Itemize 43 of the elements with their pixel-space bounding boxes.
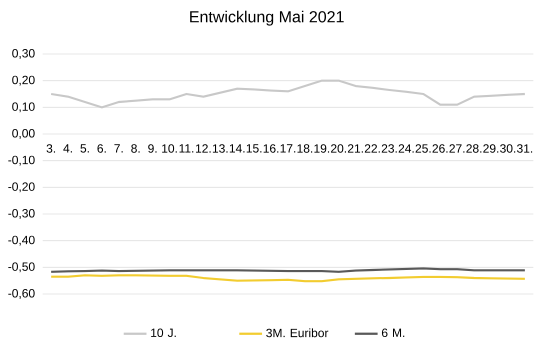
x-tick-label: 20. [331,144,346,153]
x-tick-label: 6. [97,144,106,153]
x-tick-label: 10. [162,144,177,153]
x-tick-label: 14. [230,144,244,152]
y-tick-label: 0,30 [12,49,35,59]
x-tick-label: 19. [314,144,330,153]
x-tick-label: 11. [180,144,194,152]
x-tick-label: 5. [80,144,89,153]
y-tick-label: -0,10 [8,156,35,166]
y-tick-label: 0,00 [12,129,35,139]
x-tick-label: 26. [432,144,448,153]
x-tick-label: 13. [212,144,228,153]
legend-label: 6 M. [382,328,404,338]
x-tick-label: 31. [516,144,532,153]
y-tick-label: 0,10 [12,102,35,112]
x-tick-label: 16. [264,144,278,153]
y-tick-label: -0,40 [8,236,35,246]
chart-title: Entwicklung Mai 2021 [190,10,344,26]
x-tick-label: 12. [196,144,211,153]
x-tick-label: 15. [246,144,262,153]
y-tick-label: -0,20 [8,182,35,192]
x-tick-label: 22. [364,144,380,153]
x-tick-label: 25. [416,144,431,153]
x-tick-label: 7. [114,144,123,152]
x-tick-label: 30. [500,144,516,153]
x-tick-label: 17. [280,144,296,152]
x-tick-label: 21. [348,144,363,153]
y-tick-label: 0,20 [12,76,35,86]
y-tick-label: -0,50 [8,262,35,272]
x-tick-label: 18. [298,144,312,153]
x-tick-label: 4. [63,144,72,152]
x-tick-label: 23. [382,144,397,153]
x-tick-label: 28. [466,144,482,153]
x-tick-label: 24. [398,144,414,153]
y-tick-label: -0,60 [8,289,35,299]
x-tick-label: 27. [449,144,464,153]
x-tick-label: 3. [46,144,56,153]
x-tick-label: 9. [148,144,157,153]
x-tick-label: 29. [483,144,498,153]
x-tick-label: 8. [131,144,140,153]
legend-label: 3M. Euribor [266,328,328,338]
legend-label: 10 J. [151,328,176,338]
y-tick-label: -0,30 [8,209,35,219]
